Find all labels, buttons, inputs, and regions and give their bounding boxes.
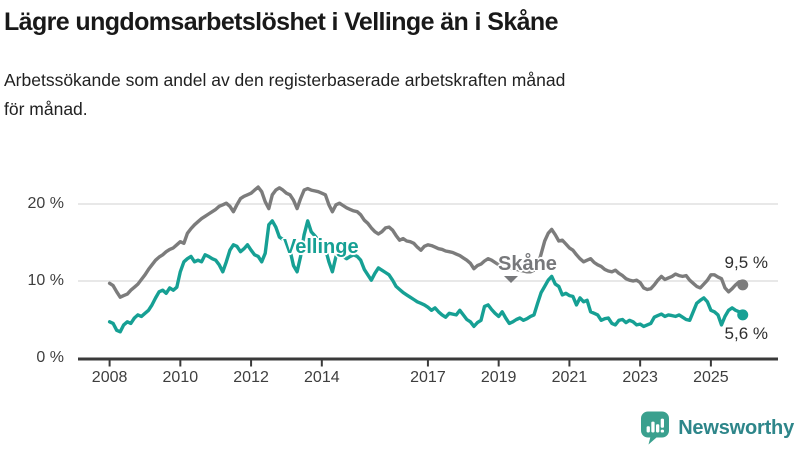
newsworthy-logo: Newsworthy bbox=[640, 411, 794, 445]
y-tick-label: 20 % bbox=[27, 195, 64, 212]
line-vellinge bbox=[107, 219, 745, 334]
x-tick-label: 2008 bbox=[91, 369, 128, 386]
x-tick-label: 2012 bbox=[233, 369, 269, 386]
x-tick-label: 2017 bbox=[410, 369, 446, 386]
x-tick-label: 2021 bbox=[551, 369, 588, 386]
line-skåne bbox=[107, 185, 745, 299]
x-tick-label: 2014 bbox=[304, 369, 340, 386]
series-label-vellinge: Vellinge bbox=[283, 236, 359, 258]
vellinge-end-value: 5,6 % bbox=[724, 324, 768, 343]
x-tick-label: 2025 bbox=[693, 369, 729, 386]
x-tick-label: 2019 bbox=[480, 369, 517, 386]
chart-subtitle: Arbetssökande som andel av den registerb… bbox=[4, 70, 566, 119]
y-tick-label: 10 % bbox=[27, 272, 64, 289]
series-label-skane: Skåne bbox=[498, 253, 557, 275]
newsworthy-bubble-chart-icon bbox=[641, 411, 670, 445]
y-tick-label: 0 % bbox=[36, 349, 64, 366]
end-dot-skåne bbox=[737, 279, 749, 291]
end-dot-vellinge bbox=[737, 309, 749, 321]
newsworthy-wordmark: Newsworthy bbox=[678, 416, 794, 439]
chart-title: Lägre ungdomsarbetslöshet i Vellinge än … bbox=[4, 8, 559, 36]
skane-end-value: 9,5 % bbox=[724, 253, 768, 272]
x-tick-label: 2010 bbox=[162, 369, 199, 386]
skane-label-pointer-icon bbox=[504, 276, 518, 283]
x-tick-label: 2023 bbox=[622, 369, 658, 386]
